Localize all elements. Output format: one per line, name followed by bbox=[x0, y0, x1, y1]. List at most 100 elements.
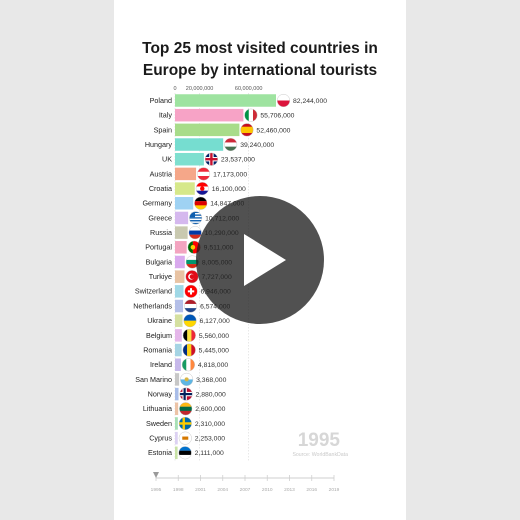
country-label: Hungary bbox=[145, 140, 173, 149]
value-label: 16,100,000 bbox=[212, 186, 246, 193]
country-label: Cyprus bbox=[149, 434, 172, 443]
value-label: 5,560,000 bbox=[199, 333, 229, 340]
value-label: 2,111,000 bbox=[195, 450, 224, 457]
country-label: Romania bbox=[143, 345, 172, 354]
play-icon bbox=[244, 234, 286, 286]
bar bbox=[175, 299, 184, 313]
hungary-flag-icon bbox=[224, 138, 238, 152]
source-label: Source: WorldBankData bbox=[292, 452, 348, 458]
uk-flag-icon bbox=[204, 152, 218, 166]
country-label: Belgium bbox=[146, 331, 172, 340]
romania-flag-icon bbox=[182, 343, 196, 357]
country-label: Russia bbox=[150, 228, 172, 237]
bar bbox=[175, 182, 195, 195]
value-label: 52,460,000 bbox=[256, 127, 290, 134]
greece-flag-icon bbox=[189, 211, 203, 225]
belgium-flag-icon bbox=[182, 328, 196, 342]
bar bbox=[175, 446, 178, 460]
value-label: 3,368,000 bbox=[196, 377, 226, 384]
value-label: 2,600,000 bbox=[195, 406, 225, 413]
axis-tick-label: 20,000,000 bbox=[186, 86, 214, 92]
country-label: Italy bbox=[159, 111, 173, 120]
axis-tick-label: 0 bbox=[173, 86, 176, 92]
country-label: UK bbox=[162, 155, 172, 164]
value-label: 6,574,000 bbox=[200, 303, 230, 310]
bar bbox=[175, 431, 178, 445]
country-label: Norway bbox=[148, 390, 173, 399]
bar bbox=[175, 152, 204, 166]
austria-flag-icon bbox=[197, 167, 211, 181]
norway-flag-icon bbox=[179, 387, 193, 401]
bar bbox=[175, 329, 182, 342]
bar bbox=[175, 241, 187, 254]
germany-flag-icon bbox=[194, 196, 208, 210]
axis-tick-label: 60,000,000 bbox=[235, 86, 263, 92]
sweden-flag-icon bbox=[178, 416, 192, 430]
timeline-label: 2001 bbox=[195, 487, 206, 493]
bar bbox=[175, 108, 244, 122]
value-label: 4,818,000 bbox=[198, 362, 228, 369]
bar bbox=[175, 417, 178, 430]
san-marino-flag-icon bbox=[180, 372, 194, 386]
bar bbox=[175, 285, 184, 298]
country-label: Poland bbox=[150, 96, 172, 105]
bar bbox=[175, 211, 189, 225]
country-label: Germany bbox=[142, 199, 172, 208]
country-label: Lithuania bbox=[143, 404, 172, 413]
country-label: Greece bbox=[148, 213, 172, 222]
country-label: Turkiye bbox=[149, 272, 172, 281]
turkiye-flag-icon bbox=[185, 270, 199, 284]
bar bbox=[175, 197, 194, 210]
ukraine-flag-icon bbox=[183, 314, 197, 328]
value-label: 39,240,000 bbox=[240, 142, 274, 149]
ireland-flag-icon bbox=[181, 358, 195, 372]
country-label: Portugal bbox=[145, 243, 172, 252]
poland-flag-icon bbox=[277, 93, 291, 107]
estonia-flag-icon bbox=[178, 446, 192, 460]
croatia-flag-icon bbox=[195, 182, 209, 196]
country-label: Austria bbox=[150, 169, 172, 178]
bar bbox=[175, 387, 179, 401]
timeline-label: 2010 bbox=[262, 487, 273, 493]
bar bbox=[175, 402, 179, 416]
bar bbox=[175, 270, 185, 283]
country-label: Croatia bbox=[149, 184, 172, 193]
bar bbox=[175, 343, 182, 357]
bar bbox=[175, 255, 185, 269]
timeline-position-marker[interactable] bbox=[153, 472, 159, 478]
timeline-label: 2013 bbox=[284, 487, 295, 493]
bar bbox=[175, 167, 197, 181]
lithuania-flag-icon bbox=[179, 402, 193, 416]
bar bbox=[175, 314, 183, 327]
chart-title-line-1: Top 25 most visited countries in bbox=[142, 40, 378, 57]
country-label: Ireland bbox=[150, 360, 172, 369]
timeline-label: 2019 bbox=[329, 487, 340, 493]
country-label: Estonia bbox=[148, 448, 172, 457]
bar bbox=[175, 138, 224, 151]
value-label: 2,310,000 bbox=[195, 421, 225, 428]
value-label: 6,127,000 bbox=[200, 318, 230, 325]
year-watermark: 1995 bbox=[298, 430, 341, 451]
bar bbox=[175, 373, 180, 386]
country-label: Switzerland bbox=[135, 287, 172, 296]
italy-flag-icon bbox=[244, 108, 258, 122]
value-label: 2,880,000 bbox=[196, 392, 226, 399]
country-label: San Marino bbox=[135, 375, 172, 384]
right-margin bbox=[406, 0, 520, 520]
timeline-label: 1998 bbox=[173, 487, 184, 493]
value-label: 2,253,000 bbox=[195, 436, 225, 443]
switzerland-flag-icon bbox=[184, 284, 198, 298]
value-label: 17,173,000 bbox=[213, 171, 247, 178]
play-button[interactable] bbox=[196, 196, 324, 324]
value-label: 82,244,000 bbox=[293, 98, 327, 105]
bar bbox=[175, 94, 276, 107]
timeline-label: 2004 bbox=[217, 487, 228, 493]
cyprus-flag-icon bbox=[178, 431, 192, 445]
country-label: Bulgaria bbox=[146, 257, 172, 266]
value-label: 23,537,000 bbox=[221, 157, 255, 164]
left-margin bbox=[0, 0, 114, 520]
bar bbox=[175, 226, 188, 239]
country-label: Sweden bbox=[146, 419, 172, 428]
